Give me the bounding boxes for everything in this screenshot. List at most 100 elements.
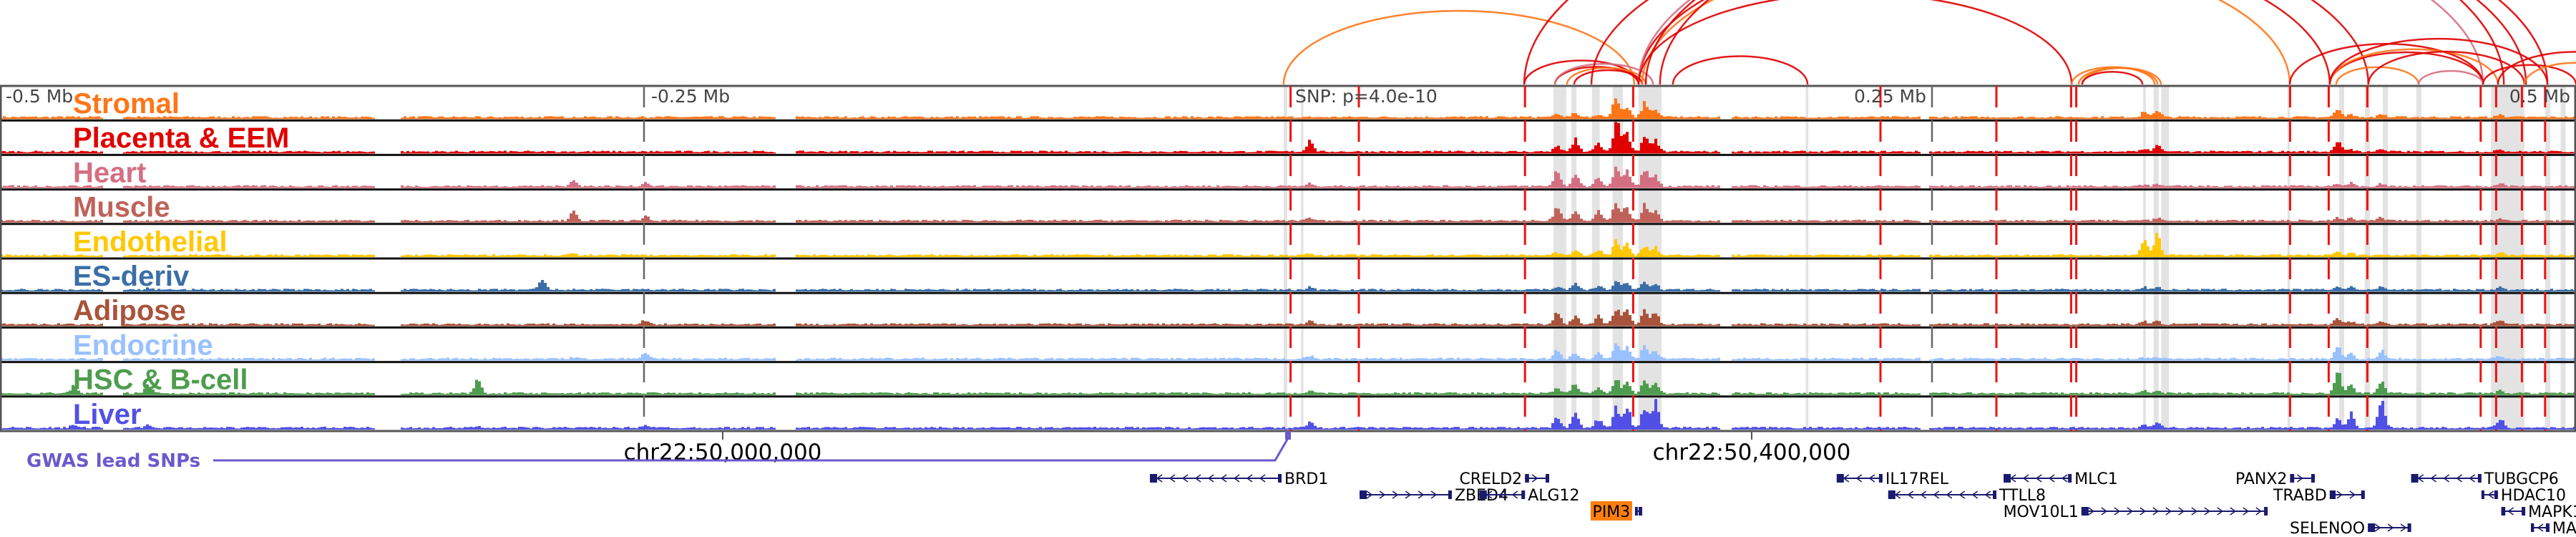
exon xyxy=(2407,523,2411,532)
strand-arrow xyxy=(2165,507,2172,516)
strand-arrow xyxy=(1933,490,1940,499)
signal-area xyxy=(0,279,2576,292)
strand-arrow xyxy=(2191,507,2198,516)
loop-arc xyxy=(2482,64,2576,85)
strand-arrow xyxy=(1220,474,1227,483)
strand-arrow xyxy=(2336,490,2343,499)
track-endocrine xyxy=(0,343,2576,361)
track-heart xyxy=(0,166,2576,188)
strand-arrow xyxy=(2230,507,2237,516)
exon xyxy=(1888,490,1896,499)
exon xyxy=(1546,474,1550,483)
strand-arrow xyxy=(2443,474,2450,483)
strand-arrow xyxy=(2349,490,2356,499)
strand-arrow xyxy=(1907,490,1914,499)
gene-tubgcp6: TUBGCP6 xyxy=(2411,470,2559,488)
strand-arrow xyxy=(2487,490,2494,499)
track-endothelial xyxy=(0,233,2576,257)
gene-ttll8: TTLL8 xyxy=(1888,487,2046,505)
strand-arrow xyxy=(2048,474,2055,483)
strand-arrow xyxy=(1511,490,1518,499)
signal-area xyxy=(0,203,2576,223)
exon xyxy=(2368,523,2376,532)
loop-arc xyxy=(1282,9,1636,85)
gene-label: MAPK11 xyxy=(2552,520,2576,537)
strand-arrow xyxy=(1430,490,1438,499)
strand-arrow xyxy=(2204,507,2211,516)
strand-arrow xyxy=(2537,523,2544,532)
exon xyxy=(1634,507,1638,516)
exon xyxy=(1993,490,1996,499)
track-label: Endocrine xyxy=(73,329,213,361)
strand-arrow xyxy=(2035,474,2042,483)
loop-arc xyxy=(1637,0,2484,85)
exon xyxy=(2311,474,2315,483)
strand-arrow xyxy=(2009,474,2016,483)
exon xyxy=(2329,490,2336,499)
gene-creld2: CRELD2 xyxy=(1459,470,1550,488)
loop-arc xyxy=(1590,0,2370,85)
gene-il17rel: IL17REL xyxy=(1836,470,1949,488)
exon xyxy=(2481,490,2484,499)
strand-arrow xyxy=(2507,507,2514,516)
strand-arrow xyxy=(2417,474,2424,483)
loop-arc xyxy=(2328,37,2549,85)
track-label: Muscle xyxy=(73,192,170,223)
exon xyxy=(1836,474,1844,483)
loop-arc xyxy=(1672,55,1809,85)
strand-arrow xyxy=(2400,523,2407,532)
strand-arrow xyxy=(1958,490,1966,499)
strand-arrow xyxy=(2255,507,2263,516)
loop-arc xyxy=(2367,50,2526,85)
exon xyxy=(2477,474,2482,483)
loop-arc xyxy=(2070,66,2156,85)
track-label: Endothelial xyxy=(73,226,228,258)
strand-arrow xyxy=(2088,507,2095,516)
axis-tick-label: -0.25 Mb xyxy=(651,86,730,107)
loop-arc xyxy=(1637,0,2073,85)
loop-arc xyxy=(2335,66,2420,85)
gene-label: MLC1 xyxy=(2074,470,2118,488)
exon xyxy=(2361,490,2365,499)
gene-label: CRELD2 xyxy=(1459,470,1522,488)
strand-arrow xyxy=(2374,523,2381,532)
strand-arrow xyxy=(1418,490,1425,499)
strand-arrow xyxy=(1920,490,1927,499)
chrom-position-label: chr22:50,000,000 xyxy=(624,440,822,465)
gene-label: PANX2 xyxy=(2235,470,2287,488)
exon xyxy=(1360,490,1367,499)
strand-arrow xyxy=(1971,490,1979,499)
strand-arrow xyxy=(2456,474,2463,483)
signal-area xyxy=(0,343,2576,361)
axis-tick-label: 0.25 Mb xyxy=(1854,86,1926,107)
track-label: Adipose xyxy=(73,295,186,326)
strand-arrow xyxy=(2114,507,2121,516)
gene-trabd: TRABD xyxy=(2273,487,2365,505)
strand-arrow xyxy=(1843,474,1850,483)
track-label: Placenta & EEM xyxy=(73,122,289,154)
track-label: Heart xyxy=(73,157,146,188)
track-liver xyxy=(0,399,2576,430)
track-muscle xyxy=(0,203,2576,223)
exon xyxy=(1150,474,1158,483)
loop-arc xyxy=(1637,0,2331,85)
track-es-deriv xyxy=(0,279,2576,292)
gene-brd1: BRD1 xyxy=(1150,470,1328,488)
signal-tracks xyxy=(0,84,2576,432)
exon xyxy=(2494,490,2498,499)
track-placenta-eem xyxy=(0,122,2576,154)
signal-area xyxy=(0,98,2576,120)
gene-mapk12: MAPK12 xyxy=(2501,503,2576,521)
marker-lines xyxy=(643,86,2547,431)
gwas-track: GWAS lead SNPs xyxy=(26,431,1291,472)
gene-label: ALG12 xyxy=(1528,487,1579,505)
loop-arc xyxy=(2417,69,2484,85)
strand-arrow xyxy=(2140,507,2147,516)
exon xyxy=(1521,490,1526,499)
exon xyxy=(2531,523,2534,532)
exon xyxy=(1448,490,1452,499)
track-label: Stromal xyxy=(73,88,180,120)
gene-alg12: ALG12 xyxy=(1479,487,1580,505)
